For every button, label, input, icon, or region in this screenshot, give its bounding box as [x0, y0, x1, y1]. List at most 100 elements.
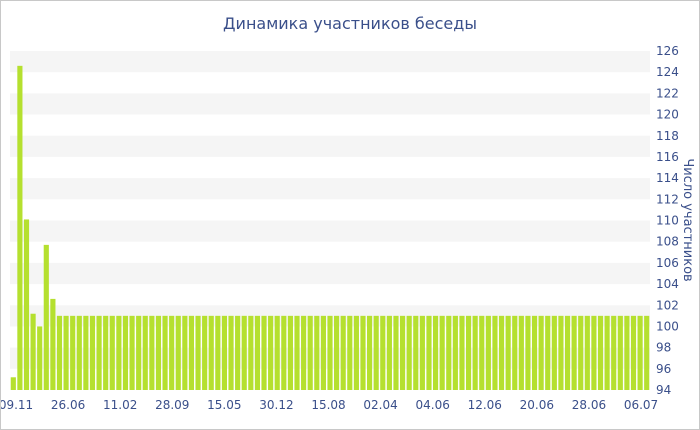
bar	[439, 315, 445, 390]
y-tick-label: 122	[656, 86, 679, 100]
y-tick-label: 124	[656, 65, 679, 79]
bar	[169, 315, 175, 390]
bar	[578, 315, 584, 390]
bar	[254, 315, 260, 390]
bar	[419, 315, 425, 390]
bar	[327, 315, 333, 390]
bar	[221, 315, 228, 390]
bar	[525, 315, 531, 390]
bar	[103, 315, 109, 390]
bar	[545, 315, 551, 390]
bar	[116, 315, 122, 390]
y-tick-label: 104	[656, 277, 679, 291]
x-tick-label: 09.11	[1, 398, 33, 412]
bar	[472, 315, 478, 390]
bar	[195, 315, 201, 390]
bar	[215, 315, 221, 390]
bar	[624, 315, 630, 390]
bar	[241, 315, 247, 390]
bar	[63, 315, 69, 390]
bar	[367, 315, 373, 390]
bar	[129, 315, 135, 390]
bar	[202, 315, 208, 390]
y-axis-ticks: 94 96 98 100 102 104 106 108 110 112 114 116 118 120 1…	[656, 44, 679, 397]
bar	[485, 315, 491, 390]
bar	[83, 315, 89, 390]
bar	[301, 315, 307, 390]
grid-band	[10, 178, 650, 200]
y-tick-label: 106	[656, 256, 679, 270]
x-axis-ticks: 09.11 26.06 11.02 28.09 15.05 30.12 15.08 02.04…	[1, 398, 658, 412]
bar	[109, 315, 115, 390]
bar	[334, 315, 340, 390]
y-tick-label: 110	[656, 214, 679, 228]
bar	[584, 315, 590, 390]
bar	[432, 315, 439, 390]
bar	[43, 244, 49, 390]
bar	[386, 315, 392, 390]
bar	[558, 315, 564, 390]
y-axis-label: Число участников	[680, 158, 695, 281]
bar	[498, 315, 505, 390]
bar	[571, 315, 577, 390]
bar	[538, 315, 544, 390]
bar	[564, 315, 571, 390]
bar	[122, 315, 129, 390]
y-tick-label: 120	[656, 108, 679, 122]
x-tick-label: 11.02	[103, 398, 137, 412]
x-tick-label: 30.12	[259, 398, 293, 412]
bar	[492, 315, 498, 390]
x-tick-label: 06.07	[624, 398, 658, 412]
bar	[393, 315, 399, 390]
bar	[637, 315, 643, 390]
bar	[294, 315, 300, 390]
bar	[400, 315, 406, 390]
bar	[426, 315, 432, 390]
x-tick-label: 20.06	[520, 398, 554, 412]
bar	[162, 315, 168, 390]
bar	[307, 315, 313, 390]
x-tick-label: 28.09	[155, 398, 189, 412]
bar	[248, 315, 254, 390]
bar	[261, 315, 267, 390]
bar	[188, 315, 195, 390]
bar	[531, 315, 538, 390]
y-tick-label: 114	[656, 171, 679, 185]
bar	[142, 315, 148, 390]
bar	[314, 315, 320, 390]
bar	[23, 219, 30, 390]
x-tick-label: 15.05	[207, 398, 241, 412]
grid-band	[10, 135, 650, 157]
bar	[597, 315, 604, 390]
y-tick-label: 112	[656, 192, 679, 206]
bar	[591, 315, 597, 390]
bar	[512, 315, 518, 390]
y-tick-label: 100	[656, 319, 679, 333]
grid-bands	[10, 51, 650, 369]
bar	[347, 315, 353, 390]
bar	[518, 315, 524, 390]
x-tick-label: 02.04	[363, 398, 397, 412]
bar	[353, 315, 359, 390]
bar	[235, 315, 241, 390]
bar	[274, 315, 280, 390]
bar	[228, 315, 234, 390]
bar	[413, 315, 419, 390]
bar	[340, 315, 346, 390]
x-tick-label: 12.06	[468, 398, 502, 412]
bar	[479, 315, 485, 390]
grid-band	[10, 220, 650, 242]
y-tick-label: 126	[656, 44, 679, 58]
x-tick-label: 28.06	[572, 398, 606, 412]
y-tick-label: 94	[656, 383, 671, 397]
bar	[373, 315, 379, 390]
chart-title: Динамика участников беседы	[223, 14, 477, 33]
bar	[182, 315, 188, 390]
bar	[380, 315, 386, 390]
y-tick-label: 98	[656, 341, 671, 355]
x-tick-label: 15.08	[311, 398, 345, 412]
bar	[505, 315, 511, 390]
bar	[149, 315, 155, 390]
bar	[155, 315, 162, 390]
